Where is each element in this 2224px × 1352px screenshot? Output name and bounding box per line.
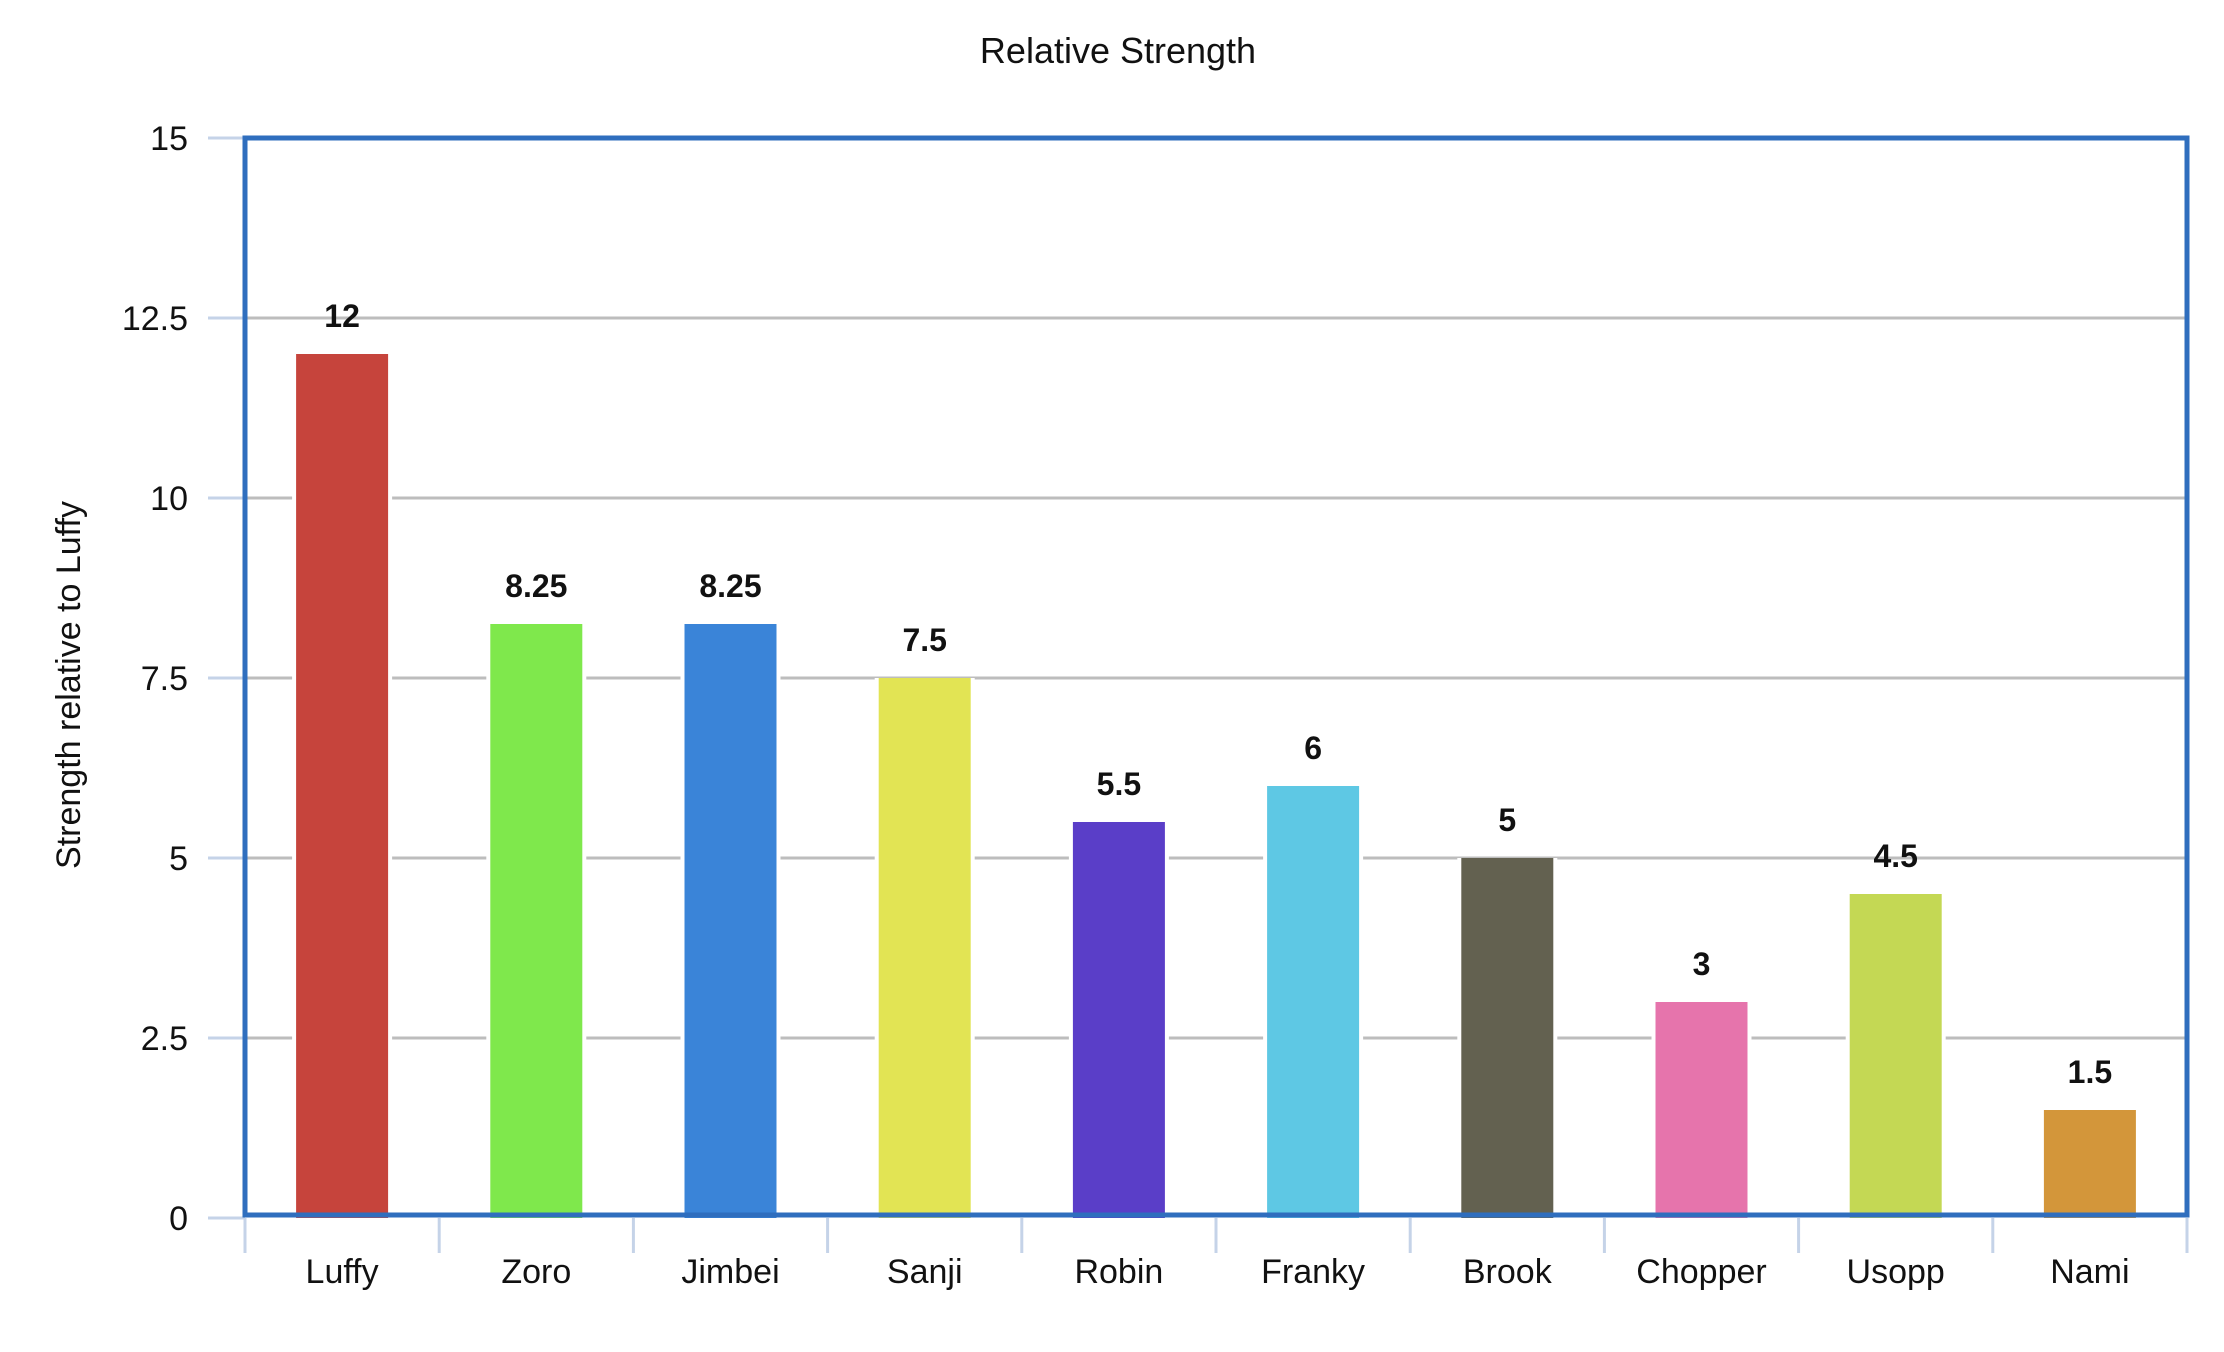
value-label: 1.5 [2068,1054,2112,1090]
value-label: 5 [1498,802,1516,838]
bar-chopper [1655,1002,1748,1218]
x-tick-label: Franky [1261,1253,1365,1291]
x-tick-label: Luffy [306,1253,379,1291]
bar-zoro [490,624,583,1218]
value-label: 12 [324,298,360,334]
y-axis-ticks: 0 2.5 5 7.5 10 12.5 15 [122,120,245,1238]
x-tick-label: Jimbei [681,1253,779,1291]
value-label: 5.5 [1097,766,1141,802]
y-tick-label: 15 [150,120,188,158]
y-tick-label: 0 [169,1200,188,1238]
value-label: 7.5 [902,622,946,658]
y-tick-label: 10 [150,480,188,518]
value-label: 6 [1304,730,1322,766]
value-label: 3 [1693,946,1711,982]
bar-brook [1461,858,1554,1218]
bar-usopp [1849,894,1942,1218]
plot-area-border [242,135,2190,1218]
y-tick-label: 5 [169,840,188,878]
value-label: 8.25 [505,568,567,604]
y-tick-label: 12.5 [122,300,188,338]
bar-jimbei [684,624,777,1218]
bar-nami [2043,1110,2136,1218]
bars [292,354,2140,1218]
value-label: 4.5 [1873,838,1917,874]
chart-title: Relative Strength [980,30,1256,71]
bar-sanji [878,678,971,1218]
y-axis-label: Strength relative to Luffy [50,501,88,869]
x-tick-label: Robin [1074,1253,1163,1291]
y-tick-label: 7.5 [141,660,188,698]
x-tick-label: Brook [1463,1253,1553,1291]
x-axis-ticks: Luffy Zoro Jimbei Sanji Robin Franky Brook Chop… [243,1218,2189,1291]
x-tick-label: Zoro [501,1253,571,1291]
bar-franky [1267,786,1360,1218]
value-label: 8.25 [699,568,761,604]
x-tick-label: Usopp [1847,1253,1945,1291]
bar-robin [1072,822,1165,1218]
value-labels: 12 8.25 8.25 7.5 5.5 6 5 3 4.5 1.5 [324,298,2112,1090]
bar-luffy [296,354,389,1218]
x-tick-label: Sanji [887,1253,963,1291]
x-tick-label: Nami [2050,1253,2129,1291]
x-tick-label: Chopper [1636,1253,1766,1291]
y-tick-label: 2.5 [141,1020,188,1058]
